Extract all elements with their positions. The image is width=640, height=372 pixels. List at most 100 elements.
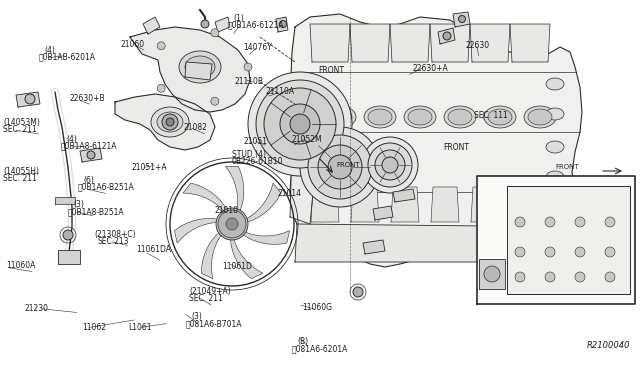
- Circle shape: [484, 266, 500, 282]
- Polygon shape: [290, 114, 315, 224]
- Text: 0B226-61B10: 0B226-61B10: [232, 157, 283, 166]
- Text: 21060: 21060: [120, 40, 145, 49]
- Circle shape: [575, 247, 585, 257]
- Circle shape: [157, 42, 165, 50]
- Text: FRONT: FRONT: [336, 162, 360, 168]
- Text: 21082: 21082: [183, 123, 207, 132]
- Circle shape: [244, 63, 252, 71]
- Polygon shape: [390, 24, 430, 62]
- Circle shape: [280, 20, 287, 28]
- Ellipse shape: [546, 171, 564, 183]
- Circle shape: [248, 72, 352, 176]
- Circle shape: [515, 272, 525, 282]
- Polygon shape: [226, 166, 244, 212]
- Text: SEC. 211: SEC. 211: [189, 294, 223, 303]
- Circle shape: [609, 184, 619, 194]
- Circle shape: [166, 118, 174, 126]
- Text: 21110A: 21110A: [266, 87, 295, 96]
- Ellipse shape: [179, 51, 221, 83]
- Polygon shape: [290, 14, 582, 267]
- Circle shape: [515, 247, 525, 257]
- Polygon shape: [393, 189, 415, 202]
- Circle shape: [280, 104, 320, 144]
- Ellipse shape: [488, 109, 512, 125]
- Circle shape: [353, 287, 363, 297]
- Ellipse shape: [444, 106, 476, 128]
- Circle shape: [545, 272, 555, 282]
- Text: SEC. 211: SEC. 211: [3, 174, 37, 183]
- Ellipse shape: [368, 109, 392, 125]
- Text: FRONT: FRONT: [319, 66, 345, 75]
- Circle shape: [87, 151, 95, 159]
- Polygon shape: [391, 187, 419, 222]
- Text: 22630: 22630: [466, 41, 490, 50]
- Polygon shape: [276, 17, 288, 32]
- Polygon shape: [55, 197, 75, 204]
- Text: 21230: 21230: [24, 304, 49, 313]
- Text: Ⓑ0B1A8-6121A: Ⓑ0B1A8-6121A: [61, 142, 117, 151]
- Polygon shape: [130, 27, 250, 112]
- Polygon shape: [295, 224, 580, 262]
- Polygon shape: [351, 187, 379, 222]
- Text: 11060G: 11060G: [302, 303, 332, 312]
- Text: (21308+C): (21308+C): [94, 230, 136, 239]
- Circle shape: [443, 32, 451, 40]
- Ellipse shape: [546, 141, 564, 153]
- Polygon shape: [80, 148, 102, 162]
- Text: 22630+A: 22630+A: [412, 64, 448, 73]
- Circle shape: [290, 114, 310, 134]
- Text: 11062: 11062: [82, 323, 106, 332]
- Text: Ⓑ0B1A6-B251A: Ⓑ0B1A6-B251A: [78, 183, 135, 192]
- Circle shape: [545, 217, 555, 227]
- Polygon shape: [58, 250, 80, 264]
- Ellipse shape: [524, 106, 556, 128]
- Circle shape: [375, 150, 405, 180]
- Text: 21110B: 21110B: [235, 77, 264, 86]
- Text: L1061: L1061: [128, 323, 152, 332]
- Text: (14055H): (14055H): [3, 167, 39, 176]
- Text: (6): (6): [84, 176, 95, 185]
- Text: (4): (4): [67, 135, 77, 144]
- Polygon shape: [471, 187, 499, 222]
- Circle shape: [605, 217, 615, 227]
- Circle shape: [201, 20, 209, 28]
- Polygon shape: [215, 17, 230, 32]
- Circle shape: [545, 247, 555, 257]
- Polygon shape: [242, 231, 290, 244]
- Circle shape: [308, 135, 372, 199]
- Polygon shape: [16, 92, 40, 107]
- Polygon shape: [143, 17, 160, 34]
- Ellipse shape: [484, 106, 516, 128]
- Circle shape: [256, 80, 344, 168]
- Polygon shape: [477, 176, 635, 304]
- Ellipse shape: [546, 108, 564, 120]
- Circle shape: [515, 217, 525, 227]
- Polygon shape: [603, 182, 625, 197]
- Circle shape: [575, 217, 585, 227]
- Circle shape: [300, 127, 380, 207]
- Text: FRONT: FRONT: [555, 164, 579, 170]
- Ellipse shape: [448, 109, 472, 125]
- Ellipse shape: [408, 109, 432, 125]
- Text: (4): (4): [44, 46, 55, 55]
- Polygon shape: [115, 94, 215, 150]
- Text: Ⓑ081A6-B701A: Ⓑ081A6-B701A: [186, 319, 242, 328]
- Circle shape: [63, 230, 73, 240]
- Circle shape: [157, 84, 165, 92]
- Text: 21051: 21051: [243, 137, 268, 146]
- Polygon shape: [373, 206, 393, 220]
- Circle shape: [458, 16, 465, 22]
- Text: (3): (3): [73, 201, 84, 209]
- Text: 21052M: 21052M: [291, 135, 322, 144]
- Polygon shape: [174, 218, 219, 243]
- Circle shape: [605, 272, 615, 282]
- Circle shape: [264, 88, 336, 160]
- Ellipse shape: [364, 106, 396, 128]
- Text: STUD (4): STUD (4): [232, 150, 266, 159]
- Polygon shape: [183, 183, 227, 212]
- Polygon shape: [479, 259, 505, 289]
- Text: (B): (B): [297, 337, 308, 346]
- Polygon shape: [470, 24, 510, 62]
- Text: (1): (1): [234, 14, 244, 23]
- Ellipse shape: [157, 112, 183, 132]
